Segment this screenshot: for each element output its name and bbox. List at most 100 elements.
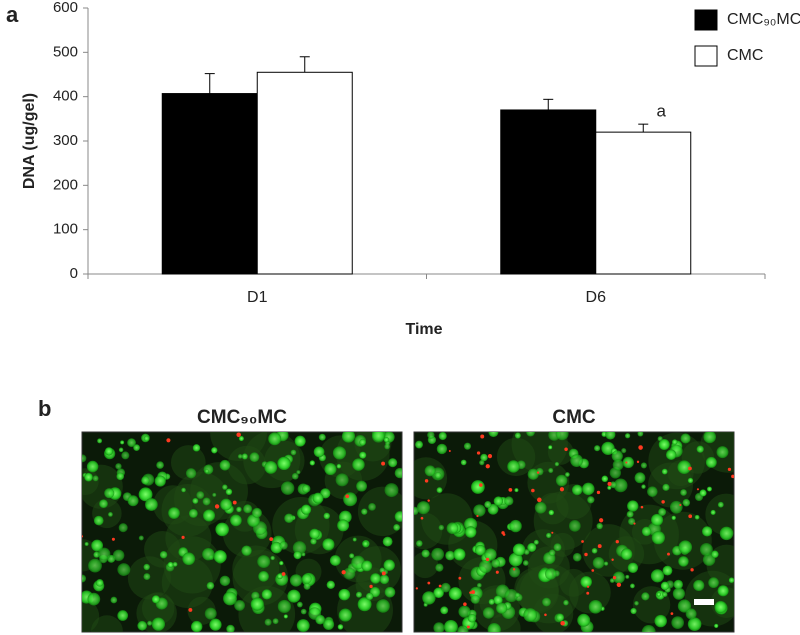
cell (588, 599, 603, 614)
cell (117, 563, 131, 577)
cell (624, 433, 631, 439)
cell (257, 555, 271, 569)
cell (422, 591, 436, 605)
cell (656, 592, 661, 597)
cell (361, 508, 368, 515)
haze (519, 563, 579, 624)
cell (641, 625, 656, 632)
haze (90, 615, 123, 632)
cell (622, 456, 634, 469)
cell (707, 486, 712, 492)
cell (335, 473, 349, 487)
dead-cell (584, 552, 588, 557)
dead-cell (661, 500, 665, 504)
cell (249, 452, 260, 463)
dead-cell (536, 471, 540, 474)
cell (120, 440, 125, 445)
image-title: CMC (552, 407, 596, 428)
y-tick-label: 0 (70, 265, 78, 282)
cell (383, 437, 390, 443)
cell (658, 439, 670, 451)
cell (117, 610, 129, 621)
dead-cell (688, 514, 693, 519)
cell (438, 524, 445, 531)
cell (478, 559, 493, 574)
cell (603, 561, 609, 566)
cell (202, 548, 215, 561)
cell (296, 601, 303, 608)
cell (359, 438, 366, 446)
cell (522, 560, 529, 566)
dead-cell (679, 503, 682, 507)
cell (717, 585, 729, 597)
dead-cell (476, 451, 481, 455)
cell (241, 545, 252, 556)
cell (682, 498, 691, 507)
cell (147, 620, 153, 626)
cell (542, 597, 551, 607)
cell (382, 536, 393, 547)
legend-swatch (694, 9, 718, 31)
cell (460, 459, 467, 466)
cell (121, 451, 130, 460)
cell (137, 620, 148, 631)
cell (376, 599, 390, 613)
dead-cell (181, 535, 185, 539)
cell (556, 613, 565, 622)
cell (680, 433, 691, 444)
dead-cell (638, 445, 643, 450)
cell (660, 581, 670, 591)
y-tick-label: 400 (53, 88, 78, 105)
scale-bar (694, 599, 714, 605)
cell (384, 483, 399, 498)
haze (355, 567, 390, 602)
cell (110, 596, 118, 604)
cell (421, 549, 430, 558)
cell (484, 501, 492, 509)
cell (719, 526, 734, 541)
cell (634, 472, 646, 484)
cell (514, 488, 519, 493)
cell (268, 432, 282, 446)
cell (677, 460, 692, 475)
dead-cell (727, 467, 732, 471)
haze (357, 486, 402, 537)
cell (204, 607, 217, 620)
haze (705, 493, 734, 536)
dead-cell (640, 505, 644, 509)
cell (338, 608, 352, 622)
cell (717, 501, 724, 508)
cell (309, 460, 315, 466)
cell (219, 575, 231, 587)
cell (647, 486, 658, 497)
cell (504, 589, 518, 603)
cell (341, 432, 356, 443)
dead-cell (495, 570, 499, 574)
cell (626, 510, 634, 518)
cell (290, 449, 297, 456)
cell (446, 522, 459, 535)
cell (384, 443, 391, 450)
cell (318, 433, 326, 441)
cell (480, 453, 488, 462)
cell (672, 439, 678, 445)
cell (133, 444, 140, 451)
cell (415, 540, 423, 547)
legend-label: CMC (727, 47, 763, 64)
y-axis-label: DNA (ug/gel) (21, 93, 38, 189)
cell (434, 471, 442, 479)
dead-cell (469, 591, 472, 594)
cell (329, 555, 341, 566)
cell (151, 595, 160, 604)
y-tick-label: 100 (53, 221, 78, 238)
dead-cell (599, 518, 604, 523)
cell (361, 560, 373, 572)
cell (479, 459, 485, 466)
cell (292, 541, 307, 555)
haze (144, 531, 181, 568)
cell (143, 573, 151, 581)
bar (256, 71, 353, 275)
cell (84, 541, 89, 546)
legend-swatch (694, 45, 718, 67)
cell (154, 475, 166, 487)
